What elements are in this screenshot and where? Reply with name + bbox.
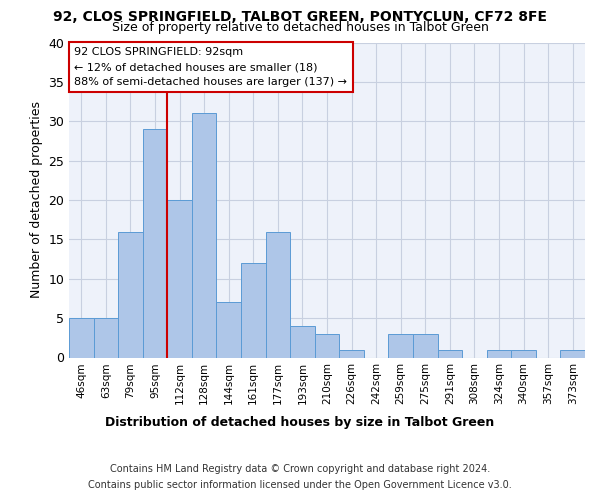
Bar xyxy=(437,350,462,358)
Bar xyxy=(118,232,143,358)
Bar xyxy=(192,114,217,358)
Bar xyxy=(94,318,118,358)
Bar xyxy=(413,334,437,357)
Bar xyxy=(511,350,536,358)
Bar xyxy=(388,334,413,357)
Bar xyxy=(560,350,585,358)
Bar xyxy=(290,326,315,358)
Bar xyxy=(217,302,241,358)
Bar xyxy=(69,318,94,358)
Bar xyxy=(487,350,511,358)
Text: Distribution of detached houses by size in Talbot Green: Distribution of detached houses by size … xyxy=(106,416,494,429)
Text: Size of property relative to detached houses in Talbot Green: Size of property relative to detached ho… xyxy=(112,21,488,34)
Bar xyxy=(167,200,192,358)
Text: 92 CLOS SPRINGFIELD: 92sqm
← 12% of detached houses are smaller (18)
88% of semi: 92 CLOS SPRINGFIELD: 92sqm ← 12% of deta… xyxy=(74,47,347,87)
Bar xyxy=(266,232,290,358)
Text: 92, CLOS SPRINGFIELD, TALBOT GREEN, PONTYCLUN, CF72 8FE: 92, CLOS SPRINGFIELD, TALBOT GREEN, PONT… xyxy=(53,10,547,24)
Bar xyxy=(241,263,266,358)
Text: Contains HM Land Registry data © Crown copyright and database right 2024.: Contains HM Land Registry data © Crown c… xyxy=(110,464,490,474)
Bar xyxy=(143,129,167,358)
Bar xyxy=(339,350,364,358)
Text: Contains public sector information licensed under the Open Government Licence v3: Contains public sector information licen… xyxy=(88,480,512,490)
Y-axis label: Number of detached properties: Number of detached properties xyxy=(30,102,43,298)
Bar xyxy=(315,334,339,357)
